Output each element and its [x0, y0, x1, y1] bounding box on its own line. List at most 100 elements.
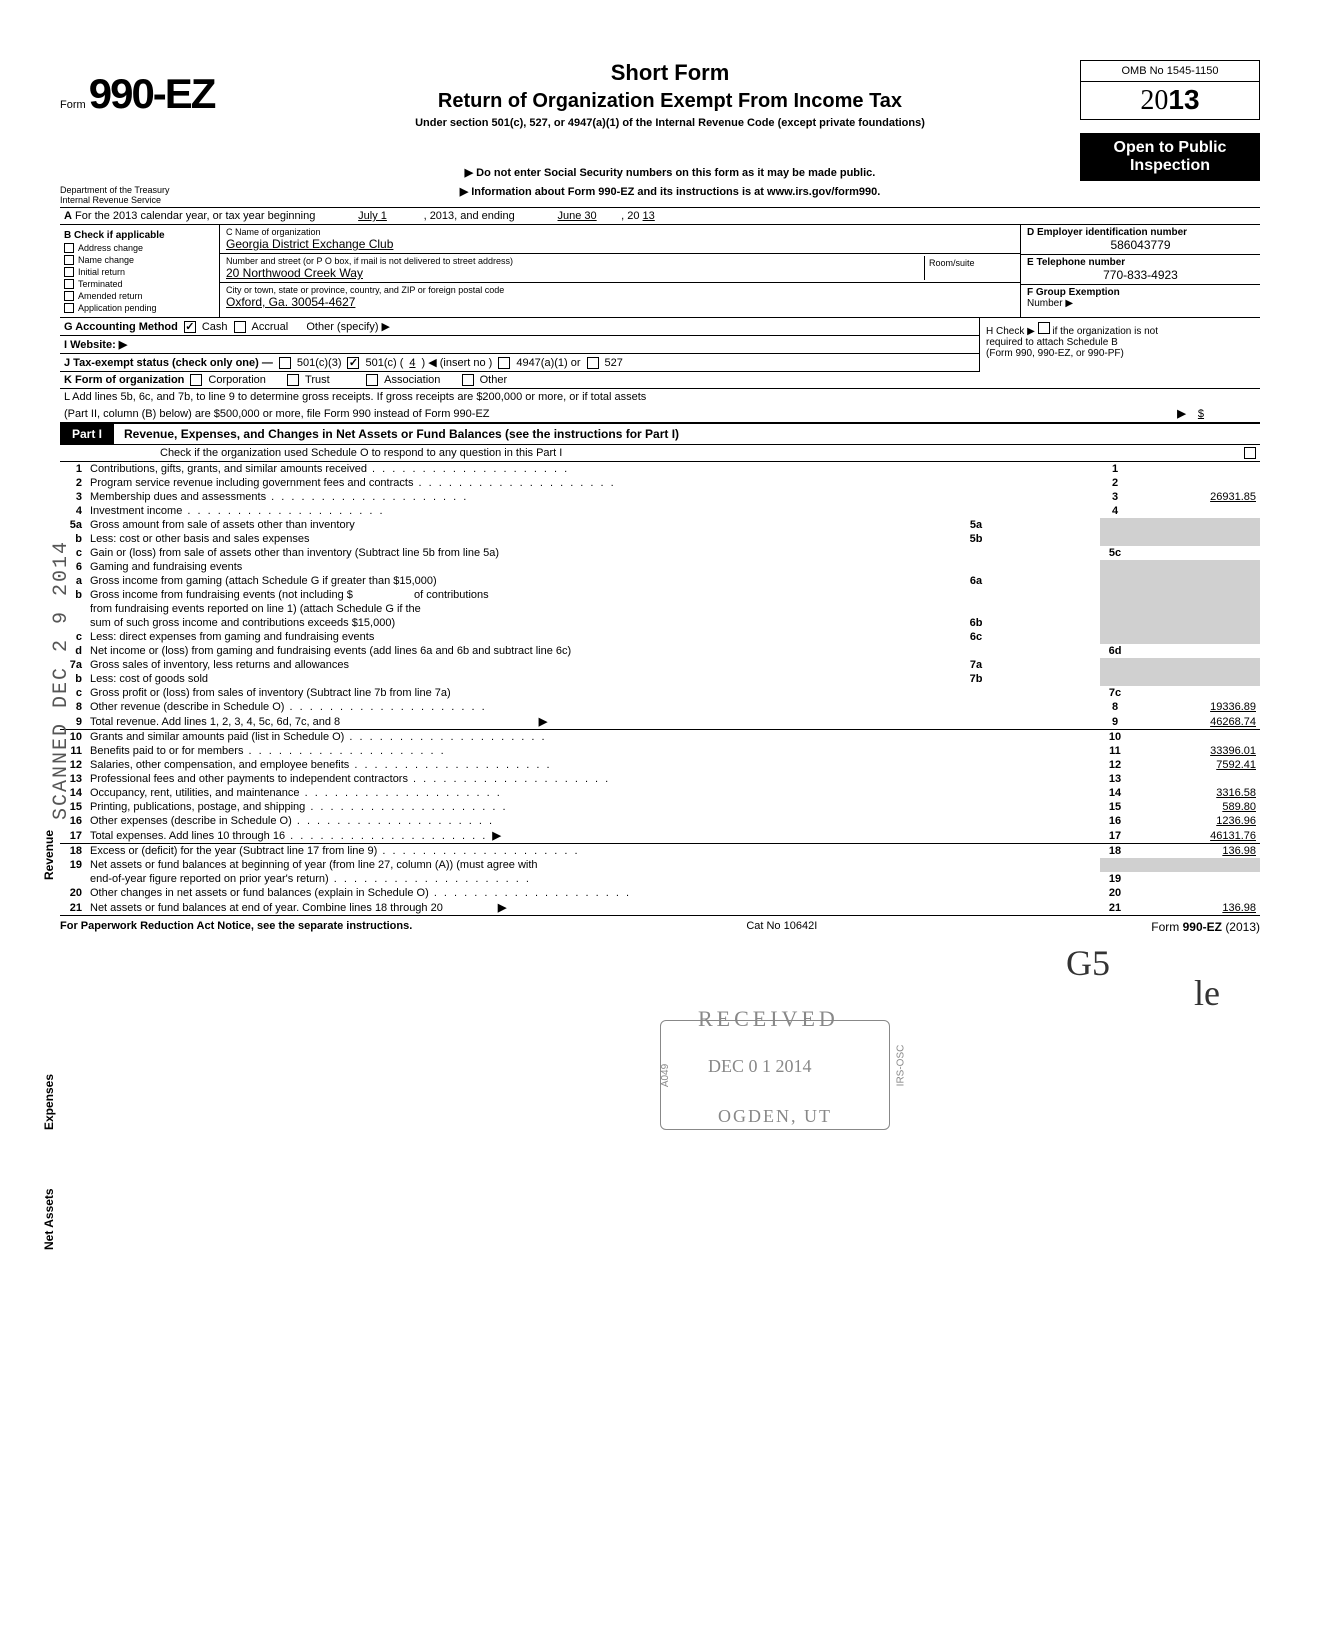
line-5b: bLess: cost or other basis and sales exp…	[60, 532, 1260, 546]
part1-header: Part I Revenue, Expenses, and Changes in…	[60, 423, 1260, 445]
chk-501c[interactable]: ✓	[347, 357, 359, 369]
row-i-label: I Website: ▶	[64, 338, 127, 351]
lbl-name: Name change	[78, 255, 134, 265]
line-19b: end-of-year figure reported on prior yea…	[60, 872, 1260, 886]
row-g: G Accounting Method ✓ Cash Accrual Other…	[60, 318, 979, 336]
line-4: 4Investment income4	[60, 504, 1260, 518]
chk-name[interactable]	[64, 255, 74, 265]
part1-label: Part I	[60, 424, 114, 444]
line-7a: 7aGross sales of inventory, less returns…	[60, 658, 1260, 672]
header-row: Form 990-EZ Short Form Return of Organiz…	[60, 60, 1260, 129]
line-14: 14Occupancy, rent, utilities, and mainte…	[60, 786, 1260, 800]
chk-cash[interactable]: ✓	[184, 321, 196, 333]
chk-accrual[interactable]	[234, 321, 246, 333]
line-5a: 5aGross amount from sale of assets other…	[60, 518, 1260, 532]
line-13: 13Professional fees and other payments t…	[60, 772, 1260, 786]
ein-val: 586043779	[1027, 238, 1254, 252]
lbl-accrual: Accrual	[252, 321, 289, 333]
line-17: 17Total expenses. Add lines 10 through 1…	[60, 828, 1260, 844]
lbl-527: 527	[605, 357, 623, 369]
col-b-b: B	[64, 230, 71, 241]
line-8: 8Other revenue (describe in Schedule O)8…	[60, 700, 1260, 714]
part1-check-row: Check if the organization used Schedule …	[60, 445, 1260, 462]
row-h-1: H Check ▶	[986, 326, 1035, 337]
row-l-line2: (Part II, column (B) below) are $500,000…	[64, 408, 490, 420]
row-l-line1: L Add lines 5b, 6c, and 7b, to line 9 to…	[64, 391, 646, 403]
line-6b-3: sum of such gross income and contributio…	[60, 616, 1260, 630]
lbl-corp: Corporation	[208, 374, 265, 386]
city-val: Oxford, Ga. 30054-4627	[226, 295, 1014, 309]
tel-val: 770-833-4923	[1027, 268, 1254, 282]
row-h-3: required to attach Schedule B	[986, 337, 1118, 348]
dept-2: Internal Revenue Service	[60, 195, 260, 205]
chk-initial[interactable]	[64, 267, 74, 277]
tel-label: E Telephone number	[1027, 257, 1254, 268]
label-a: A	[64, 210, 72, 222]
row-ghijk: G Accounting Method ✓ Cash Accrual Other…	[60, 318, 1260, 372]
line-16: 16Other expenses (describe in Schedule O…	[60, 814, 1260, 828]
lbl-501c: 501(c) (	[365, 357, 403, 369]
line-15: 15Printing, publications, postage, and s…	[60, 800, 1260, 814]
year-box: 2013	[1080, 82, 1260, 120]
row-a-begin: July 1	[358, 210, 387, 222]
chk-other-org[interactable]	[462, 374, 474, 386]
chk-assoc[interactable]	[366, 374, 378, 386]
form-number-box: Form 990-EZ	[60, 60, 260, 118]
grp-label-1: F Group Exemption	[1027, 287, 1254, 298]
chk-501c3[interactable]	[279, 357, 291, 369]
row-l-1: L Add lines 5b, 6c, and 7b, to line 9 to…	[60, 389, 1260, 405]
scanned-stamp: SCANNED DEC 2 9 2014	[50, 540, 73, 820]
stamp-side-l: A049	[660, 1064, 671, 1087]
chk-trust[interactable]	[287, 374, 299, 386]
chk-527[interactable]	[587, 357, 599, 369]
col-c: C Name of organization Georgia District …	[220, 225, 1020, 317]
side-expenses: Expenses	[42, 1074, 56, 1130]
chk-pending[interactable]	[64, 303, 74, 313]
line-6b-2: from fundraising events reported on line…	[60, 602, 1260, 616]
subheader-row-1: ▶ Do not enter Social Security numbers o…	[60, 133, 1260, 181]
section-under: Under section 501(c), 527, or 4947(a)(1)…	[280, 117, 1060, 129]
line-18: 18Excess or (deficit) for the year (Subt…	[60, 844, 1260, 859]
info-line: ▶ Information about Form 990-EZ and its …	[260, 185, 1080, 208]
line-10: 10Grants and similar amounts paid (list …	[60, 730, 1260, 745]
handwriting-1: G5	[1066, 942, 1110, 984]
grp-label-2: Number ▶	[1027, 298, 1254, 309]
chk-schedb[interactable]	[1038, 322, 1050, 334]
row-a-endmonth: June 30	[558, 210, 597, 222]
received-date: DEC 0 1 2014	[690, 1050, 830, 1083]
line-2: 2Program service revenue including gover…	[60, 476, 1260, 490]
chk-part1-schedo[interactable]	[1244, 447, 1256, 459]
dept-1: Department of the Treasury	[60, 185, 260, 195]
handwriting-2: le	[1194, 972, 1220, 1014]
line-7c: cGross profit or (loss) from sales of in…	[60, 686, 1260, 700]
row-h-4: (Form 990, 990-EZ, or 990-PF)	[986, 348, 1124, 359]
received-ogden: OGDEN, UT	[700, 1100, 850, 1133]
lbl-address: Address change	[78, 243, 143, 253]
chk-address[interactable]	[64, 243, 74, 253]
row-j: J Tax-exempt status (check only one) — 5…	[60, 354, 979, 372]
chk-4947[interactable]	[498, 357, 510, 369]
row-a-endprefix: , 20	[621, 210, 639, 222]
lbl-assoc: Association	[384, 374, 440, 386]
received-stamp: RECEIVED	[680, 1000, 857, 1038]
right-header-col: OMB No 1545-1150 2013	[1080, 60, 1260, 120]
lbl-other: Other (specify) ▶	[306, 320, 390, 333]
line-1: 1Contributions, gifts, grants, and simil…	[60, 462, 1260, 476]
row-i: I Website: ▶	[60, 336, 979, 354]
chk-amended[interactable]	[64, 291, 74, 301]
footer: For Paperwork Reduction Act Notice, see …	[60, 915, 1260, 934]
line-20: 20Other changes in net assets or fund ba…	[60, 886, 1260, 900]
row-h-2: if the organization is not	[1052, 326, 1158, 337]
lbl-terminated: Terminated	[78, 279, 123, 289]
room-suite: Room/suite	[924, 256, 1014, 280]
dept-box: Department of the Treasury Internal Reve…	[60, 185, 260, 208]
line-6: 6Gaming and fundraising events	[60, 560, 1260, 574]
short-form-title: Short Form	[280, 60, 1060, 86]
chk-terminated[interactable]	[64, 279, 74, 289]
line-6c: cLess: direct expenses from gaming and f…	[60, 630, 1260, 644]
chk-corp[interactable]	[190, 374, 202, 386]
title-box: Short Form Return of Organization Exempt…	[260, 60, 1080, 129]
ein-label: D Employer identification number	[1027, 227, 1254, 238]
dept-spacer	[60, 179, 260, 181]
open-public-2: Inspection	[1080, 157, 1260, 175]
